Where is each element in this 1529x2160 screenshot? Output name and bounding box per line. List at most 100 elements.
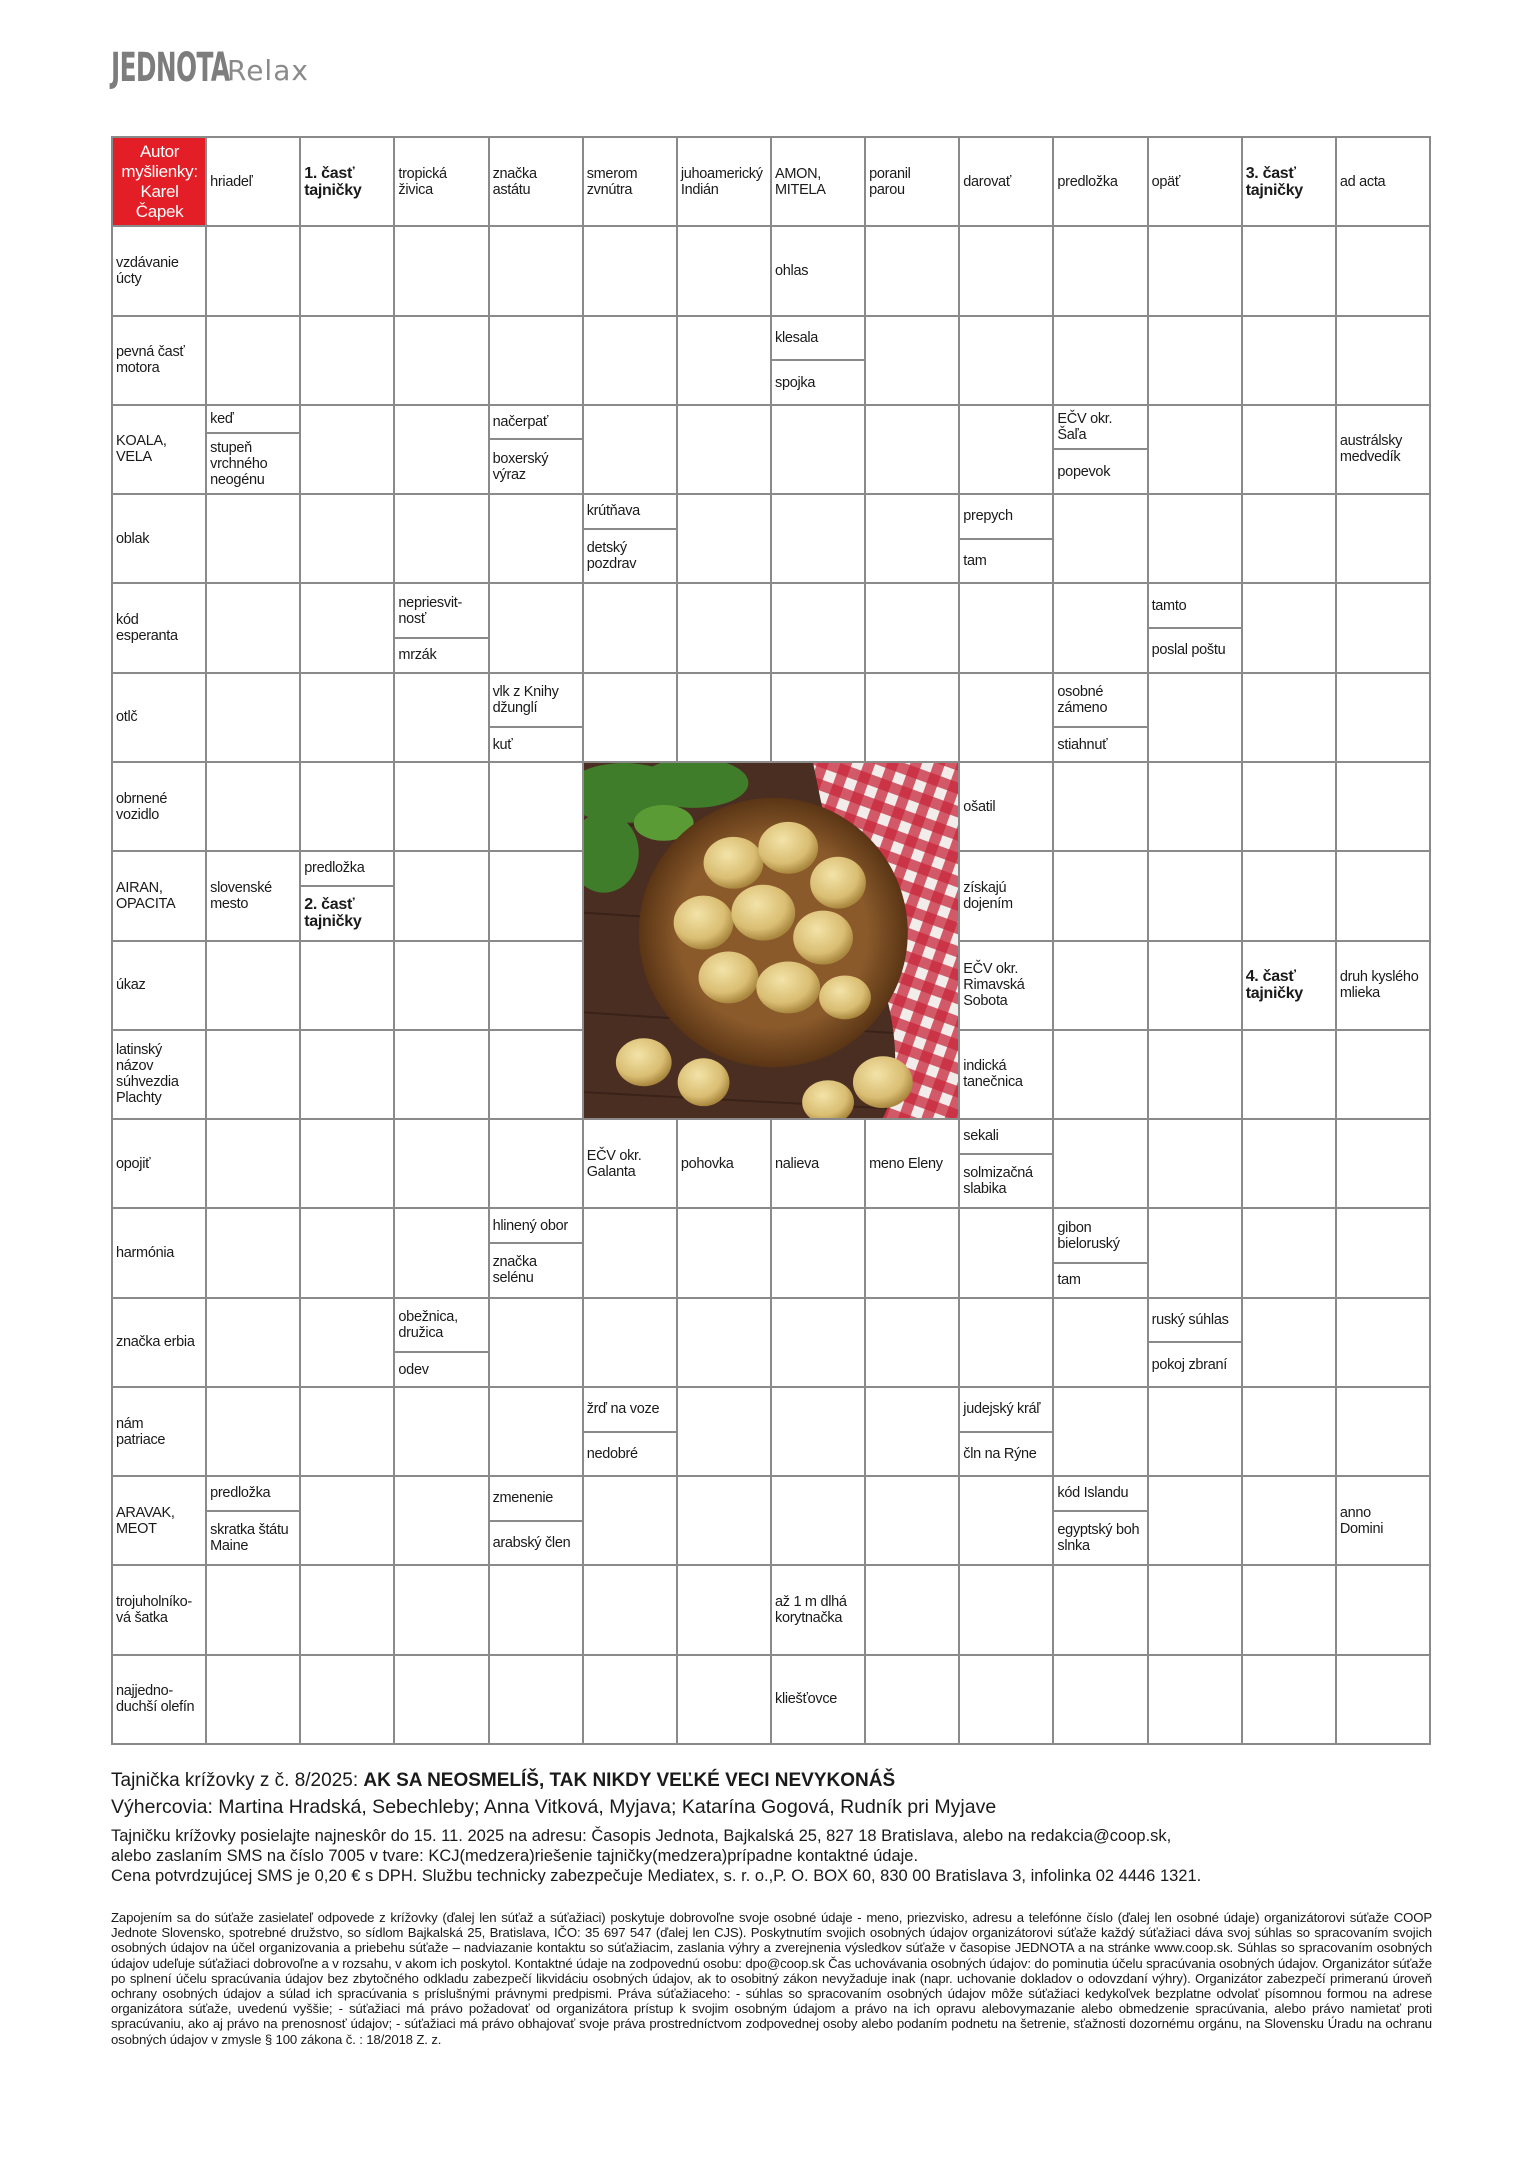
answer-cell[interactable] (960, 227, 1055, 317)
answer-cell[interactable] (960, 1655, 1055, 1745)
answer-cell[interactable] (301, 405, 396, 496)
answer-cell[interactable] (207, 584, 302, 674)
answer-cell[interactable] (207, 1298, 302, 1388)
answer-cell[interactable] (1242, 1298, 1337, 1388)
answer-cell[interactable] (301, 584, 396, 674)
answer-cell[interactable] (866, 1655, 961, 1745)
answer-cell[interactable] (866, 1209, 961, 1299)
answer-cell[interactable] (395, 227, 490, 317)
answer-cell[interactable] (677, 584, 772, 674)
answer-cell[interactable] (1336, 762, 1431, 853)
answer-cell[interactable] (677, 1477, 772, 1567)
answer-cell[interactable] (1242, 584, 1337, 674)
answer-cell[interactable] (772, 405, 867, 496)
answer-cell[interactable] (489, 1120, 584, 1210)
answer-cell[interactable] (1148, 1209, 1243, 1299)
answer-cell[interactable] (489, 316, 584, 406)
answer-cell[interactable] (301, 1655, 396, 1745)
answer-cell[interactable] (1336, 1120, 1431, 1210)
answer-cell[interactable] (301, 316, 396, 406)
answer-cell[interactable] (395, 1209, 490, 1299)
answer-cell[interactable] (1336, 584, 1431, 674)
answer-cell[interactable] (207, 673, 302, 763)
answer-cell[interactable] (1336, 1566, 1431, 1656)
answer-cell[interactable] (1336, 227, 1431, 317)
answer-cell[interactable] (1054, 1655, 1149, 1745)
answer-cell[interactable] (583, 316, 678, 406)
answer-cell[interactable] (1336, 1655, 1431, 1745)
answer-cell[interactable] (677, 1298, 772, 1388)
answer-cell[interactable] (1242, 673, 1337, 763)
answer-cell[interactable] (1242, 1477, 1337, 1567)
answer-cell[interactable] (207, 1209, 302, 1299)
answer-cell[interactable] (207, 1387, 302, 1478)
answer-cell[interactable] (1242, 316, 1337, 406)
answer-cell[interactable] (395, 1120, 490, 1210)
answer-cell[interactable] (1148, 762, 1243, 853)
answer-cell[interactable] (395, 762, 490, 853)
answer-cell[interactable] (301, 762, 396, 853)
answer-cell[interactable] (677, 405, 772, 496)
answer-cell[interactable] (1148, 405, 1243, 496)
answer-cell[interactable] (1242, 495, 1337, 585)
answer-cell[interactable] (395, 1566, 490, 1656)
answer-cell[interactable] (207, 227, 302, 317)
answer-cell[interactable] (677, 316, 772, 406)
answer-cell[interactable] (1242, 1387, 1337, 1478)
answer-cell[interactable] (1148, 227, 1243, 317)
answer-cell[interactable] (677, 1655, 772, 1745)
answer-cell[interactable] (489, 1387, 584, 1478)
answer-cell[interactable] (583, 1298, 678, 1388)
answer-cell[interactable] (866, 1387, 961, 1478)
answer-cell[interactable] (866, 673, 961, 763)
answer-cell[interactable] (395, 1477, 490, 1567)
answer-cell[interactable] (1242, 762, 1337, 853)
answer-cell[interactable] (583, 1477, 678, 1567)
answer-cell[interactable] (866, 1298, 961, 1388)
answer-cell[interactable] (1148, 495, 1243, 585)
answer-cell[interactable] (1054, 1387, 1149, 1478)
answer-cell[interactable] (301, 1477, 396, 1567)
answer-cell[interactable] (301, 1120, 396, 1210)
answer-cell[interactable] (583, 673, 678, 763)
answer-cell[interactable] (1148, 1477, 1243, 1567)
answer-cell[interactable] (772, 495, 867, 585)
answer-cell[interactable] (1054, 227, 1149, 317)
answer-cell[interactable] (207, 1655, 302, 1745)
answer-cell[interactable] (677, 673, 772, 763)
answer-cell[interactable] (1054, 316, 1149, 406)
answer-cell[interactable] (489, 852, 584, 942)
answer-cell[interactable] (677, 1566, 772, 1656)
answer-cell[interactable] (1336, 1030, 1431, 1121)
answer-cell[interactable] (866, 227, 961, 317)
answer-cell[interactable] (395, 1030, 490, 1121)
answer-cell[interactable] (207, 1120, 302, 1210)
answer-cell[interactable] (1336, 495, 1431, 585)
answer-cell[interactable] (677, 1387, 772, 1478)
answer-cell[interactable] (207, 1566, 302, 1656)
answer-cell[interactable] (772, 1209, 867, 1299)
answer-cell[interactable] (395, 941, 490, 1031)
answer-cell[interactable] (1054, 762, 1149, 853)
answer-cell[interactable] (1242, 1120, 1337, 1210)
answer-cell[interactable] (1054, 1566, 1149, 1656)
answer-cell[interactable] (301, 1566, 396, 1656)
answer-cell[interactable] (583, 1209, 678, 1299)
answer-cell[interactable] (1054, 852, 1149, 942)
answer-cell[interactable] (866, 1566, 961, 1656)
answer-cell[interactable] (489, 227, 584, 317)
answer-cell[interactable] (489, 495, 584, 585)
answer-cell[interactable] (1148, 1655, 1243, 1745)
answer-cell[interactable] (1148, 673, 1243, 763)
answer-cell[interactable] (1148, 852, 1243, 942)
answer-cell[interactable] (1242, 1030, 1337, 1121)
answer-cell[interactable] (583, 1655, 678, 1745)
answer-cell[interactable] (301, 1209, 396, 1299)
answer-cell[interactable] (1336, 1298, 1431, 1388)
answer-cell[interactable] (677, 227, 772, 317)
answer-cell[interactable] (489, 1030, 584, 1121)
answer-cell[interactable] (583, 405, 678, 496)
answer-cell[interactable] (960, 1566, 1055, 1656)
answer-cell[interactable] (301, 1298, 396, 1388)
answer-cell[interactable] (1336, 673, 1431, 763)
